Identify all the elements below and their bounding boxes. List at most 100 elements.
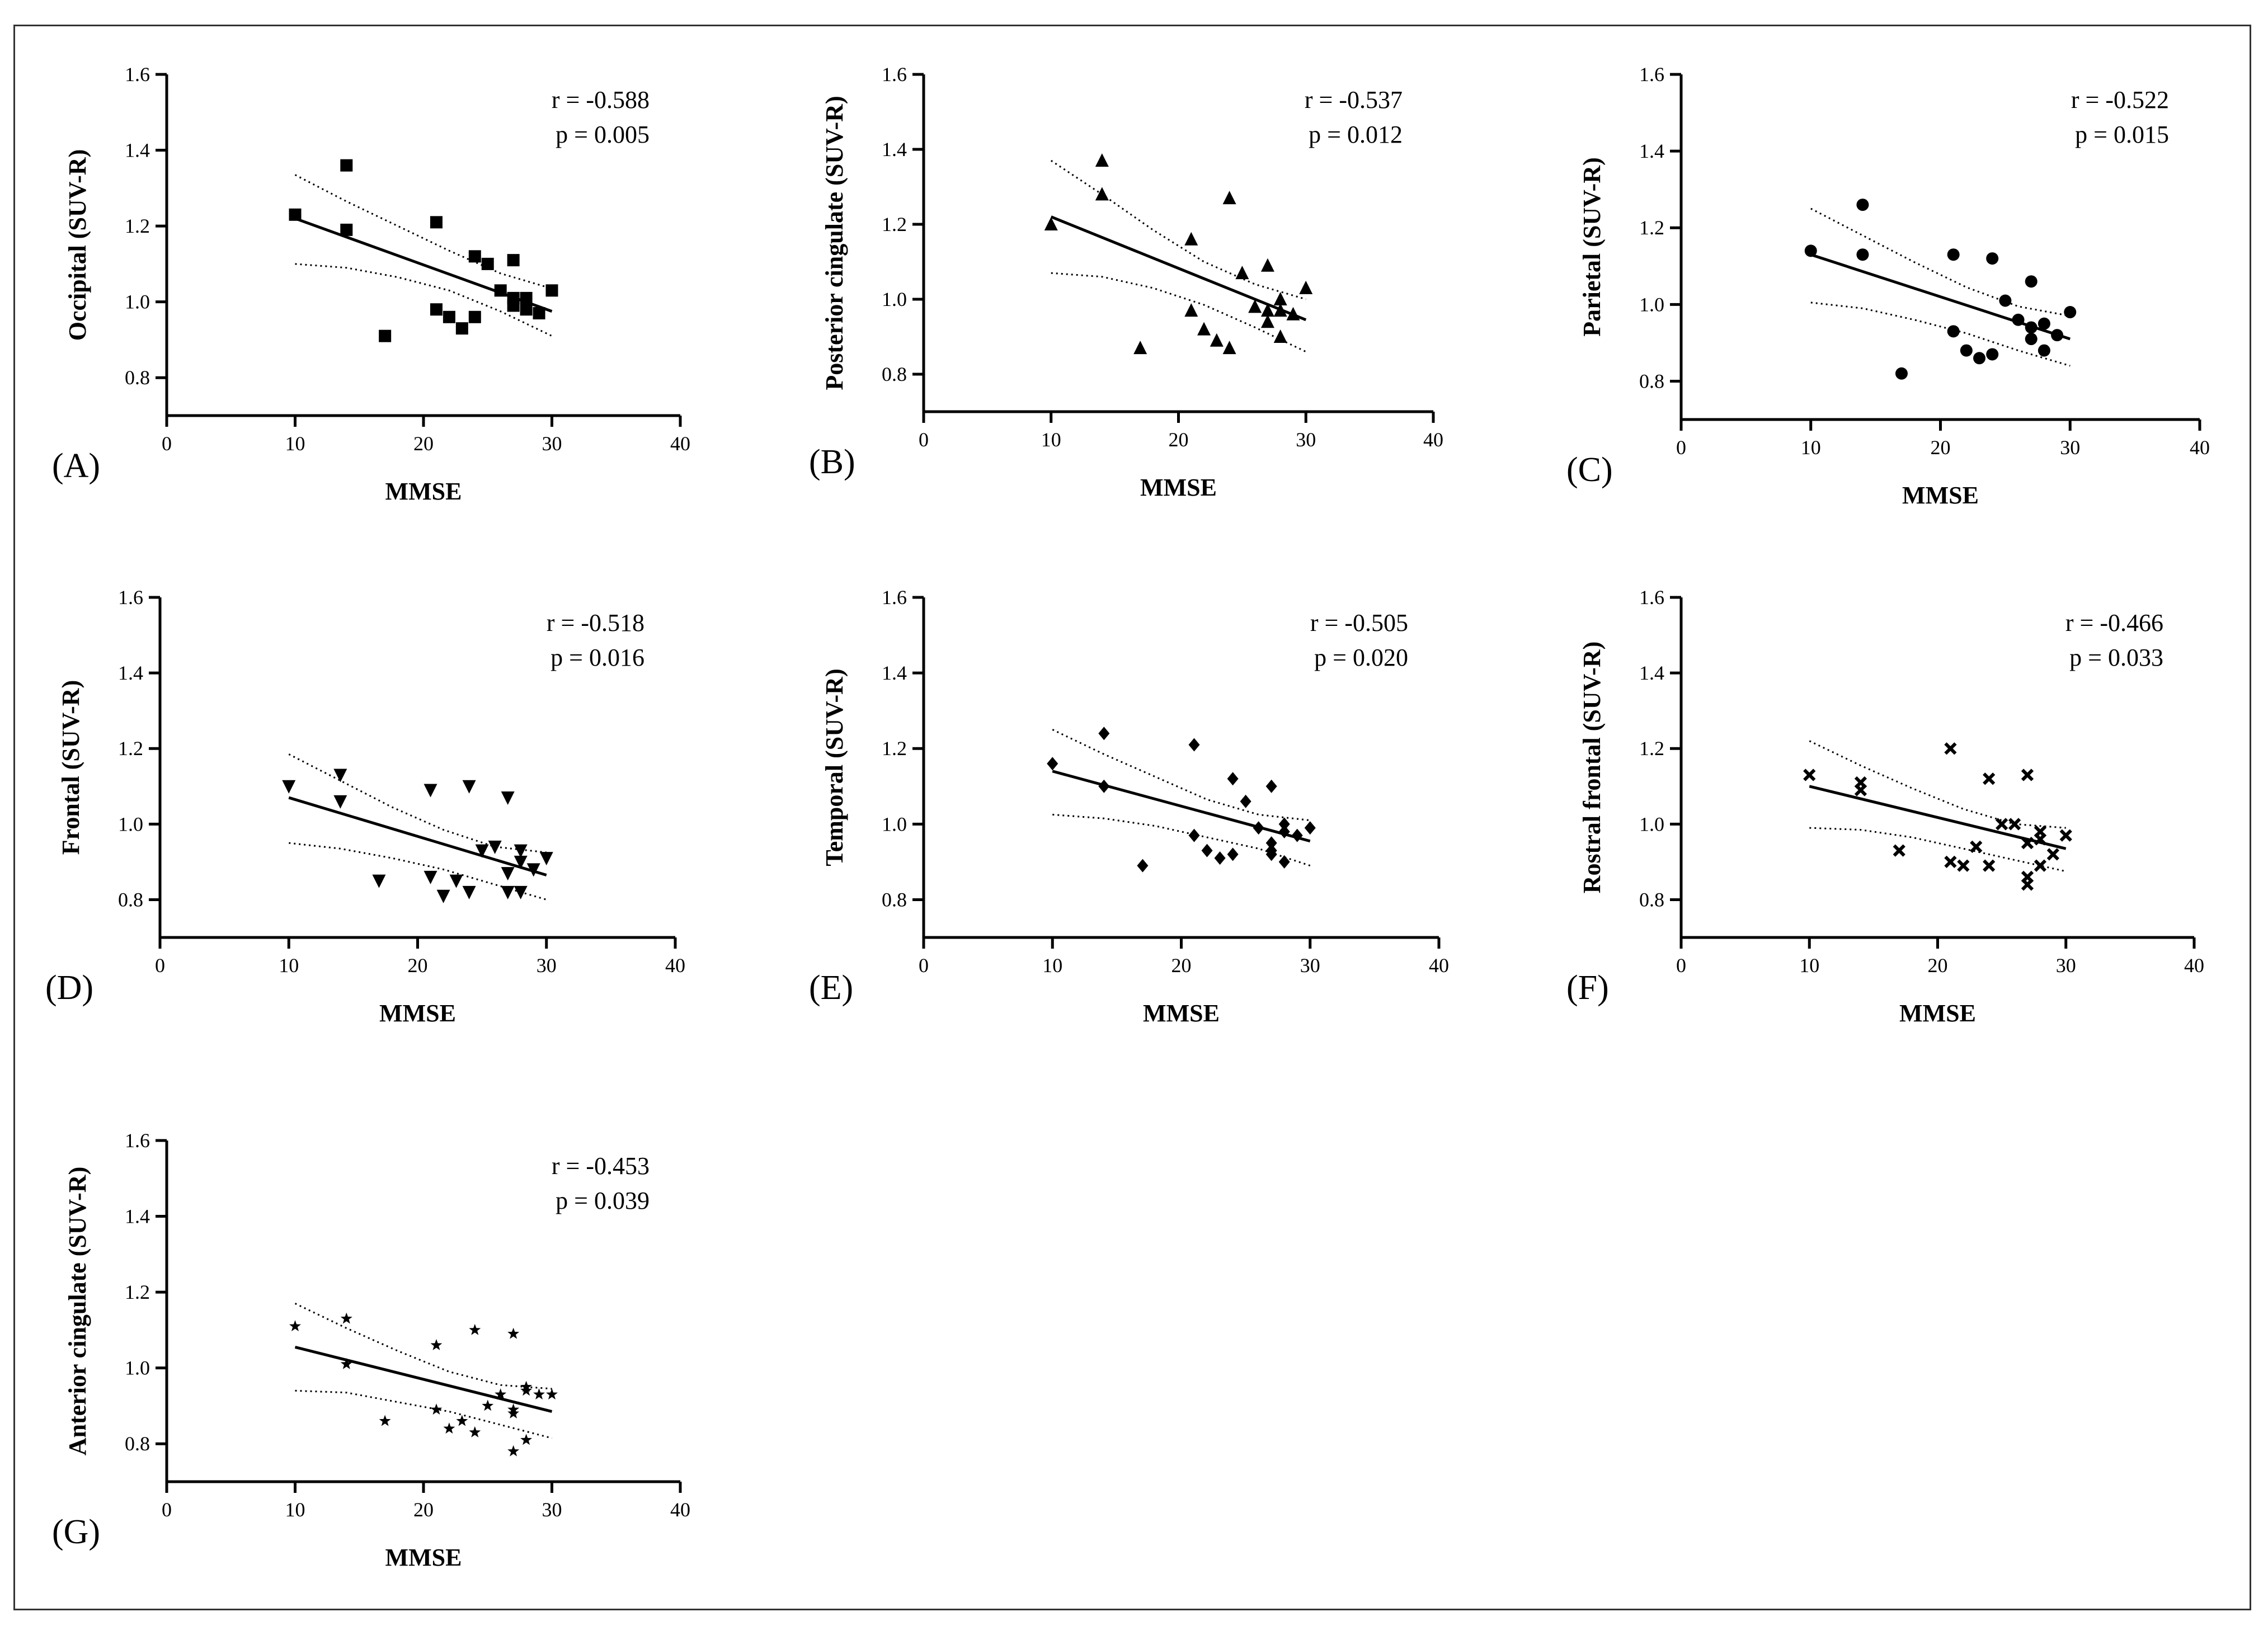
data-point [1299, 280, 1313, 294]
data-point [1222, 191, 1236, 205]
data-point [1133, 341, 1147, 355]
x-tick-label: 10 [1042, 954, 1062, 977]
data-point [1947, 248, 1960, 261]
x-tick-label: 10 [285, 1498, 305, 1521]
data-point [1273, 303, 1287, 317]
data-point [1260, 303, 1274, 317]
data-point [1248, 299, 1262, 313]
y-tick-label: 1.6 [882, 586, 907, 609]
data-point [1044, 217, 1058, 230]
data-point [468, 310, 481, 323]
y-tick-label: 1.4 [125, 1205, 150, 1228]
x-tick-label: 40 [670, 432, 690, 455]
y-tick-label: 0.8 [118, 888, 143, 911]
p-value: p = 0.005 [556, 121, 650, 148]
y-tick-label: 0.8 [882, 888, 907, 911]
y-tick-label: 1.4 [882, 138, 907, 161]
panel-label: (A) [52, 447, 100, 485]
y-tick-label: 1.2 [125, 1281, 150, 1303]
data-point [1286, 307, 1300, 321]
y-tick-label: 1.2 [1639, 216, 1664, 239]
data-point [424, 784, 437, 798]
data-point [1996, 818, 2008, 831]
y-tick-label: 1.6 [125, 63, 150, 86]
y-tick-label: 1.4 [1639, 662, 1664, 684]
data-point [533, 1388, 545, 1399]
data-point [455, 322, 468, 335]
data-point [520, 291, 533, 304]
x-tick-label: 10 [285, 432, 305, 455]
data-point [1265, 779, 1277, 793]
data-point [1222, 341, 1236, 355]
r-value: r = -0.522 [2071, 86, 2169, 114]
data-point [1278, 824, 1290, 838]
y-tick-label: 1.6 [1639, 63, 1664, 86]
data-point [282, 780, 296, 794]
data-point [2021, 836, 2034, 850]
ci-upper-line [1810, 208, 2071, 317]
data-point [2021, 769, 2034, 781]
data-point [1210, 333, 1224, 347]
x-tick-label: 0 [919, 954, 929, 977]
y-tick-label: 1.4 [882, 662, 907, 684]
y-tick-label: 1.0 [1639, 813, 1664, 835]
x-axis-title: MMSE [385, 478, 462, 505]
x-tick-label: 0 [919, 428, 929, 451]
x-tick-label: 30 [542, 1498, 562, 1521]
chart-panel: 0 10 20 30 40 0.8 1.0 1.2 1.4 1.6 r = -0.466 p = 0.… [1566, 586, 2204, 1027]
y-tick-label: 1.2 [118, 737, 143, 760]
x-tick-label: 10 [1041, 428, 1061, 451]
data-point [1944, 855, 1957, 869]
panel-label: (B) [809, 443, 855, 481]
y-tick-label: 0.8 [1639, 370, 1664, 392]
data-point [462, 885, 476, 899]
data-point [501, 885, 515, 899]
y-tick-label: 1.0 [1639, 293, 1664, 315]
data-point [1856, 199, 1869, 211]
ci-lower-line [1810, 301, 2071, 367]
data-point [1253, 821, 1264, 835]
data-point [533, 307, 545, 319]
data-point [1197, 322, 1211, 336]
chart-panel: 0 10 20 30 40 0.8 1.0 1.2 1.4 1.6 r = -0.588 p = 0.… [52, 63, 690, 505]
data-point [1947, 325, 1960, 338]
x-tick-label: 40 [670, 1498, 690, 1521]
y-tick-label: 1.0 [125, 291, 150, 313]
data-point [1278, 817, 1290, 831]
regression-line [1809, 785, 2067, 850]
data-point [2034, 833, 2047, 846]
data-point [1188, 828, 1200, 842]
regression-line [1052, 770, 1311, 843]
y-axis-title: Posterior cingulate (SUV-R) [821, 96, 848, 390]
chart-panel: 0 10 20 30 40 0.8 1.0 1.2 1.4 1.6 r = -0.537 p = 0.… [809, 63, 1443, 501]
data-point [1047, 757, 1058, 771]
y-axis-title: Parietal (SUV-R) [1578, 157, 1606, 337]
data-point [2038, 317, 2050, 330]
y-tick-label: 1.0 [125, 1357, 150, 1379]
x-tick-label: 40 [665, 954, 685, 977]
y-tick-label: 0.8 [125, 366, 150, 389]
data-point [340, 1312, 352, 1324]
chart-panel: 0 10 20 30 40 0.8 1.0 1.2 1.4 1.6 r = -0.453 p = 0.… [52, 1129, 690, 1571]
y-tick-label: 1.6 [882, 63, 907, 86]
x-tick-label: 30 [2056, 954, 2076, 977]
data-point [2046, 848, 2059, 861]
data-point [1260, 258, 1274, 272]
data-point [495, 1388, 507, 1399]
data-point [546, 1388, 558, 1399]
x-tick-label: 20 [413, 1498, 434, 1521]
y-tick-label: 1.2 [882, 737, 907, 760]
data-point [501, 867, 515, 881]
data-point [1970, 840, 1983, 853]
y-tick-label: 1.4 [118, 662, 143, 684]
ci-lower-line [295, 1389, 552, 1439]
data-point [1986, 348, 1999, 361]
y-tick-label: 0.8 [1639, 888, 1664, 911]
panel-label: (E) [809, 969, 853, 1007]
data-point [2025, 275, 2038, 288]
data-point [443, 1422, 455, 1434]
p-value: p = 0.033 [2069, 644, 2163, 671]
ci-lower-line [295, 263, 553, 337]
y-tick-label: 1.6 [125, 1129, 150, 1152]
